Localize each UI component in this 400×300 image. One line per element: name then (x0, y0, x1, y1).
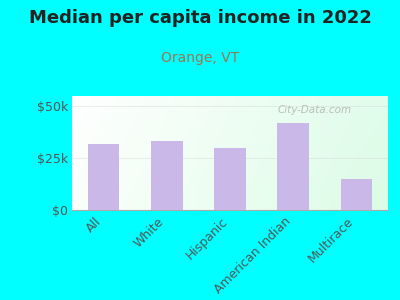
Bar (151, 141, 182, 210)
Bar (278, 123, 309, 210)
Text: City-Data.com: City-Data.com (278, 105, 352, 115)
Bar (88, 144, 120, 210)
Text: Median per capita income in 2022: Median per capita income in 2022 (28, 9, 372, 27)
Text: Orange, VT: Orange, VT (161, 51, 239, 65)
Bar (341, 179, 372, 210)
Bar (214, 148, 246, 210)
